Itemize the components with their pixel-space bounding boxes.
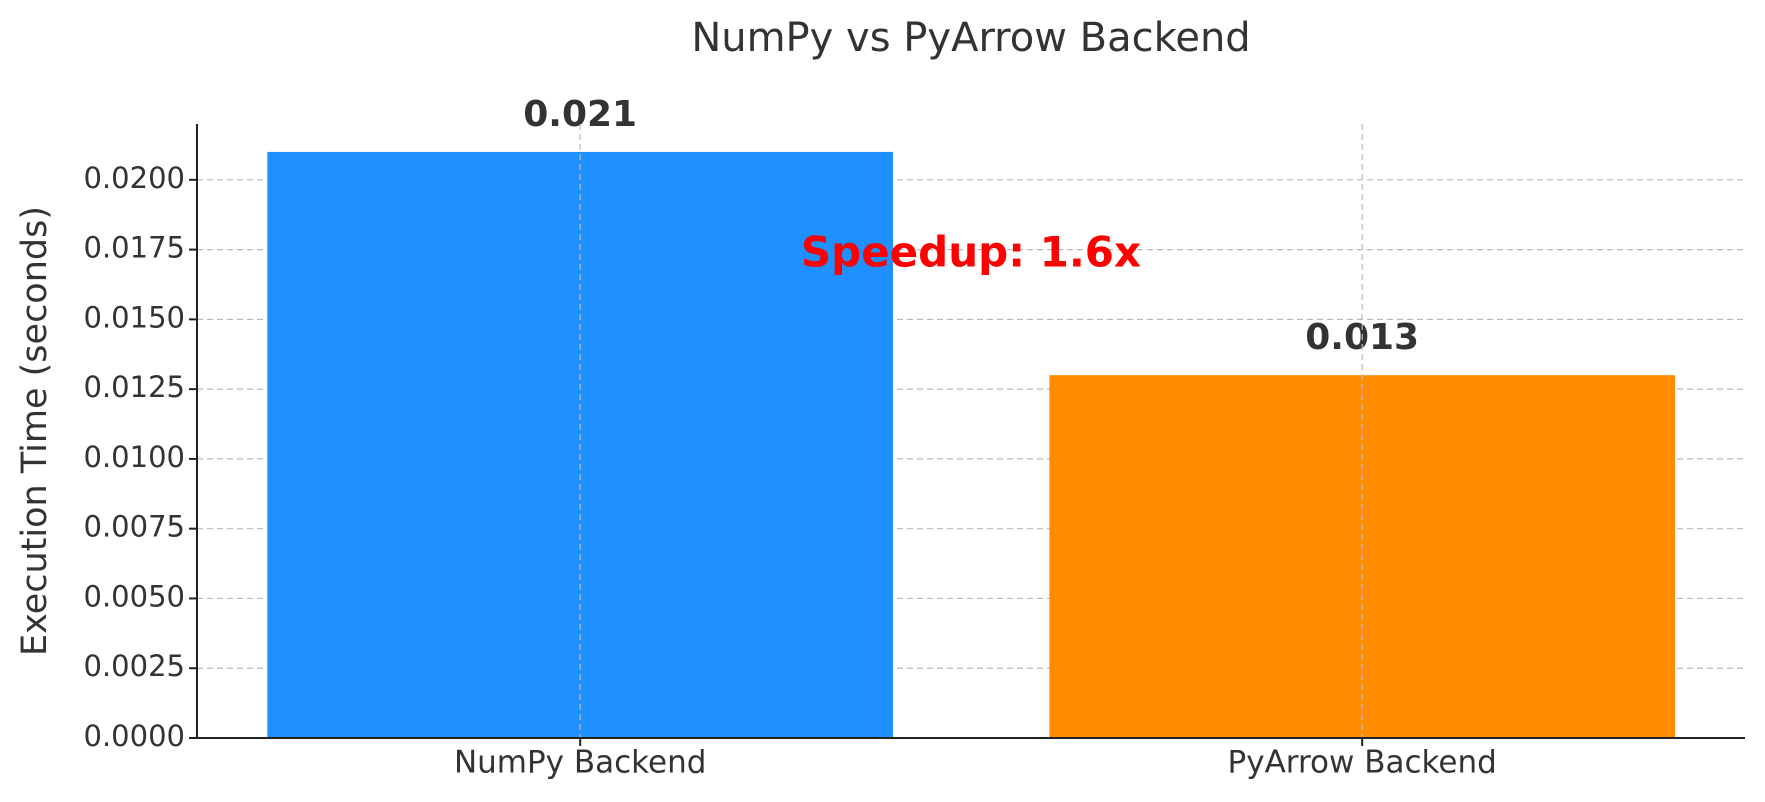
y-tick-label: 0.0100 [84, 440, 185, 474]
y-tick-label: 0.0200 [84, 161, 185, 195]
y-tick-label: 0.0175 [84, 231, 185, 265]
y-tick-label: 0.0125 [84, 370, 185, 404]
annotation: Speedup: 1.6x [801, 228, 1141, 277]
y-tick-label: 0.0025 [84, 649, 185, 683]
x-tick-label: NumPy Backend [454, 745, 706, 781]
y-tick-label: 0.0000 [84, 719, 185, 753]
y-tick-label: 0.0075 [84, 510, 185, 544]
y-axis-label: Execution Time (seconds) [15, 206, 55, 656]
x-tick-label: PyArrow Backend [1228, 745, 1497, 781]
y-tick-label: 0.0050 [84, 579, 185, 613]
y-tick-label: 0.0150 [84, 300, 185, 334]
chart-title: NumPy vs PyArrow Backend [691, 15, 1250, 61]
